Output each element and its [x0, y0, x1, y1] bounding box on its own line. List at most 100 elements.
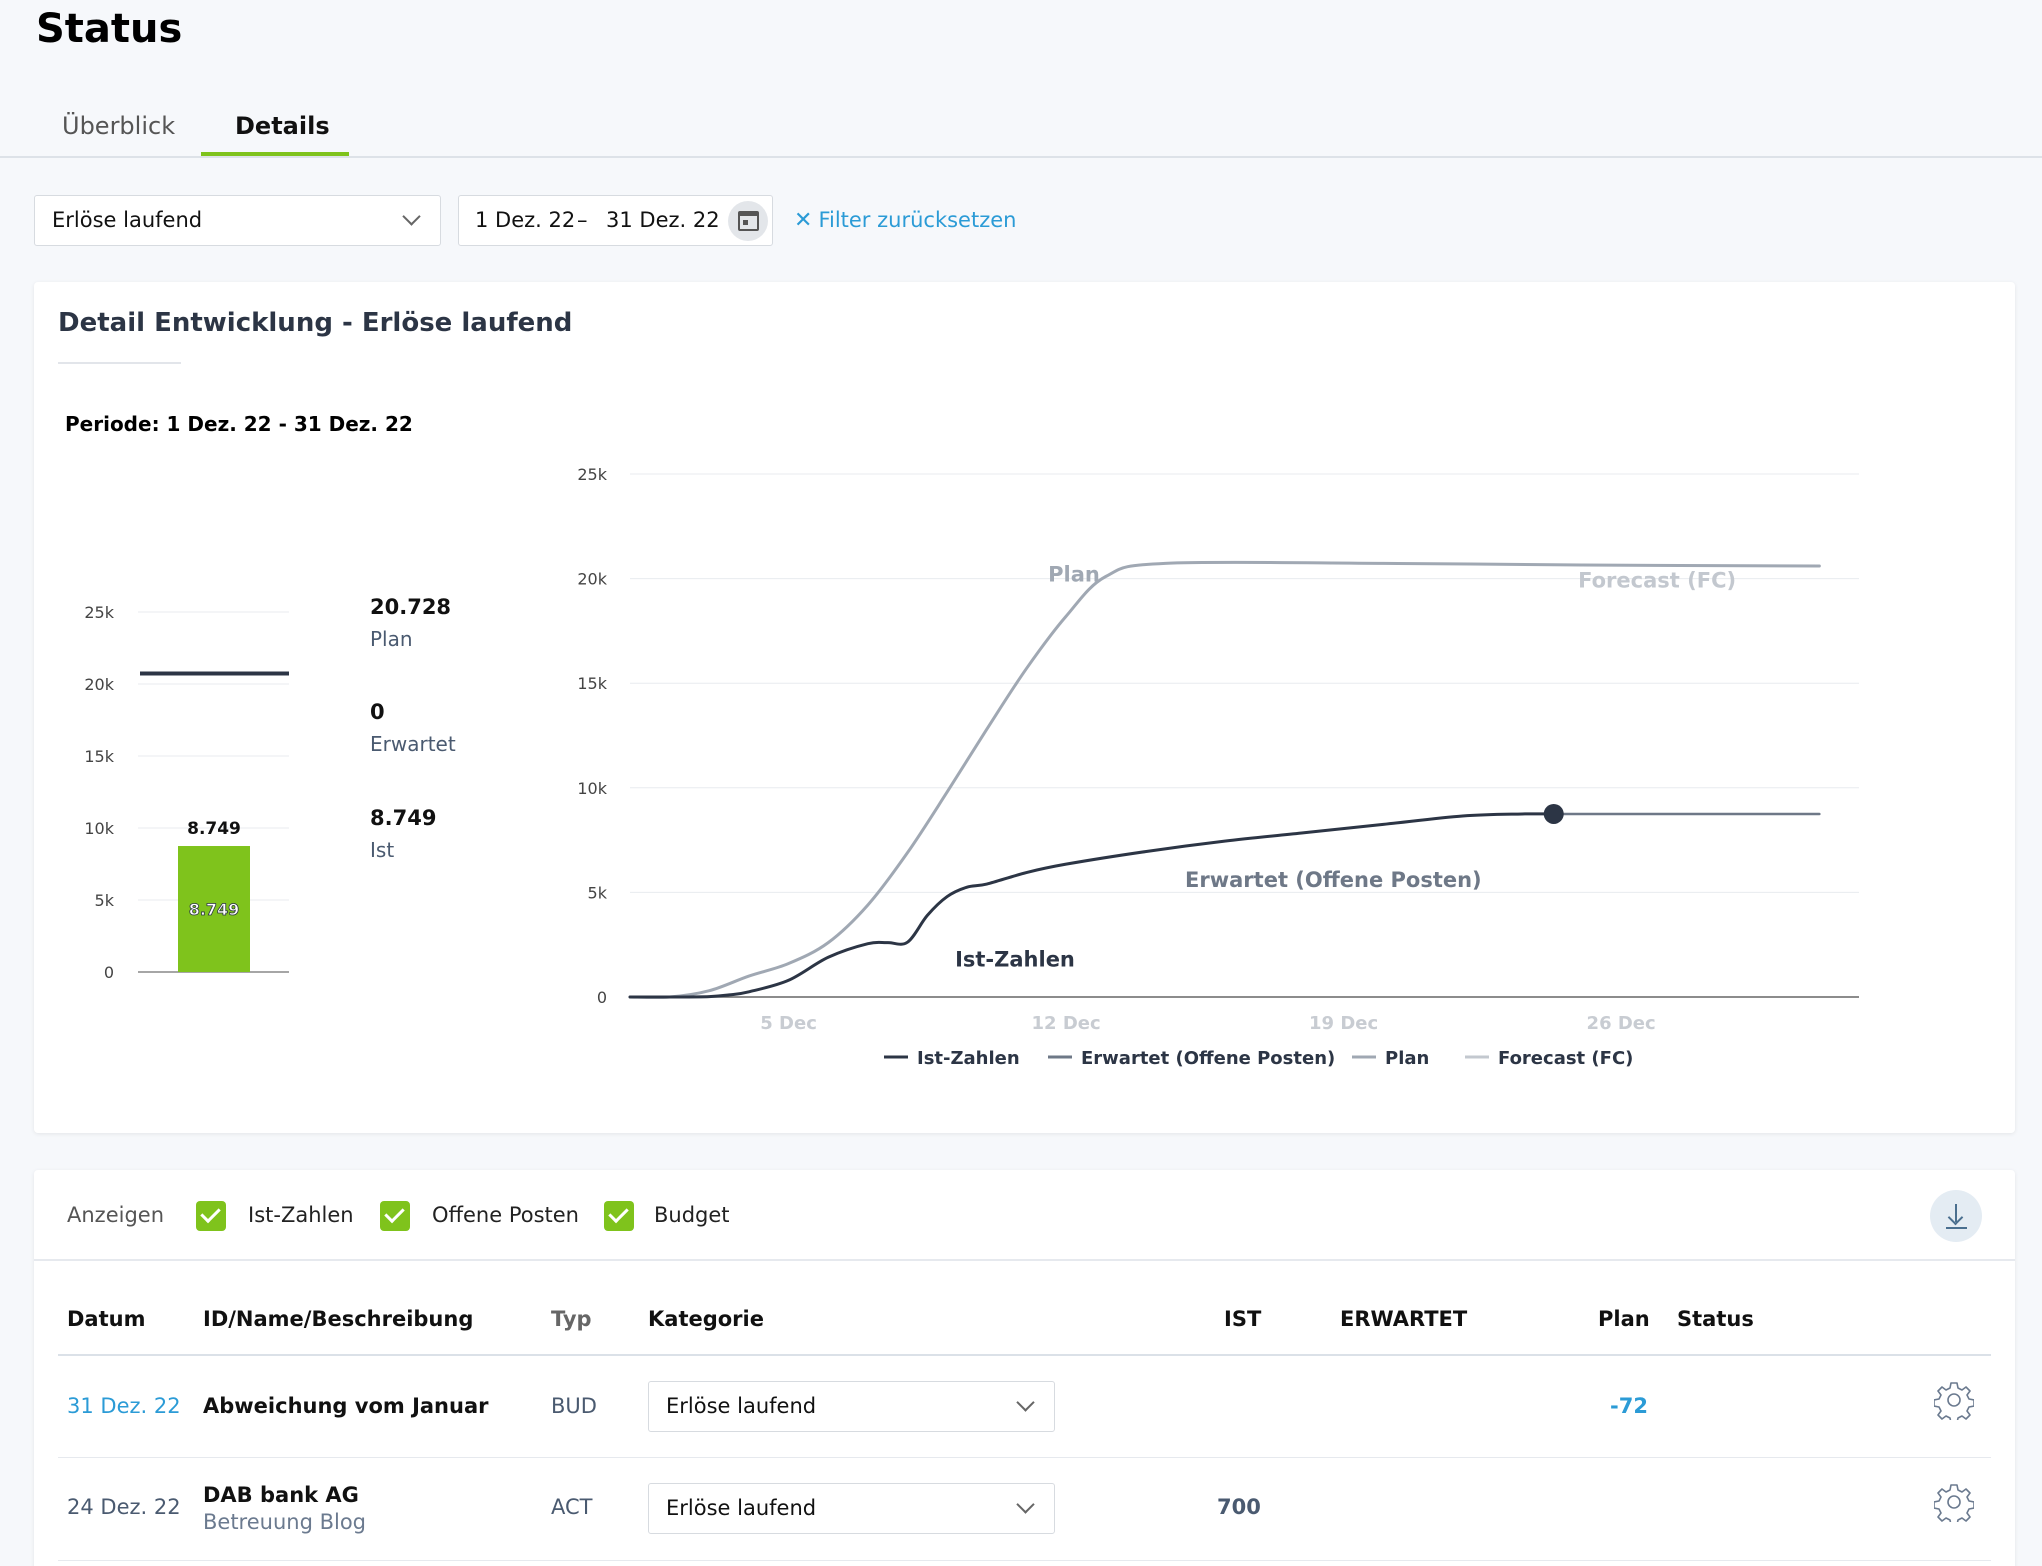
x-tick-label: 5 Dec [760, 1013, 817, 1034]
calendar-icon [738, 211, 759, 231]
bar-ist [178, 846, 250, 972]
date-range-picker[interactable]: 1 Dez. 22 – 31 Dez. 22 [458, 195, 773, 246]
legend-label: Plan [1385, 1048, 1429, 1069]
legend-label: Erwartet (Offene Posten) [1081, 1048, 1335, 1069]
table-toolbar: Anzeigen Ist-Zahlen Offene Posten Budget [34, 1170, 2015, 1261]
current-point-marker [1543, 803, 1564, 824]
row-typ: ACT [551, 1495, 593, 1519]
summary-erwartet-value: 0 [370, 700, 385, 724]
erwartet-annotation: Erwartet (Offene Posten) [1185, 868, 1482, 892]
legend-label: Ist-Zahlen [917, 1048, 1020, 1069]
budget-label: Budget [654, 1203, 730, 1227]
row-date[interactable]: 31 Dez. 22 [67, 1394, 181, 1418]
y-tick-label: 10k [84, 819, 114, 838]
col-datum[interactable]: Datum [67, 1307, 146, 1331]
x-tick-label: 19 Dec [1309, 1013, 1378, 1034]
summary-plan-value: 20.728 [370, 595, 452, 619]
col-ist[interactable]: IST [1224, 1307, 1262, 1331]
date-to: 31 Dez. 22 [606, 208, 720, 232]
gear-icon[interactable] [1934, 1482, 1974, 1522]
row-divider [58, 1560, 1991, 1561]
row-description: Betreuung Blog [203, 1510, 367, 1534]
tab-ueberblick[interactable]: Überblick [62, 112, 176, 140]
title-divider [58, 362, 181, 364]
bar-inner-label: 8.749 [189, 900, 240, 919]
legend-label: Forecast (FC) [1498, 1048, 1633, 1069]
legend-item: Plan [1352, 1048, 1429, 1069]
reset-filter-label: Filter zurücksetzen [818, 208, 1017, 232]
y-tick-label: 15k [577, 674, 607, 693]
y-tick-label: 25k [84, 603, 114, 622]
legend-item: Forecast (FC) [1465, 1048, 1633, 1069]
col-status[interactable]: Status [1677, 1307, 1754, 1331]
plan-annotation: Plan [1048, 562, 1100, 586]
plan-series [628, 560, 1821, 999]
row-category-value: Erlöse laufend [666, 1394, 817, 1418]
header-divider [58, 1354, 1991, 1356]
row-name: DAB bank AG [203, 1483, 359, 1507]
row-typ: BUD [551, 1394, 597, 1418]
ist-zahlen-label: Ist-Zahlen [248, 1203, 354, 1227]
bar-value-label: 8.749 [187, 819, 241, 839]
reset-filter-link[interactable]: ✕ Filter zurücksetzen [794, 208, 1016, 233]
y-tick-label: 25k [577, 465, 607, 484]
y-tick-label: 20k [577, 570, 607, 589]
y-tick-label: 5k [588, 883, 608, 902]
ist-zahlen-checkbox[interactable] [196, 1201, 226, 1231]
legend-item: Ist-Zahlen [884, 1048, 1020, 1069]
ist-annotation: Ist-Zahlen [955, 947, 1075, 971]
summary-erwartet-label: Erwartet [370, 732, 456, 756]
active-tab-indicator [201, 152, 349, 156]
row-category-select[interactable]: Erlöse laufend [648, 1483, 1055, 1534]
tab-details[interactable]: Details [235, 112, 330, 140]
close-icon: ✕ [794, 208, 813, 233]
col-kategorie[interactable]: Kategorie [648, 1307, 764, 1331]
col-erwartet[interactable]: ERWARTET [1340, 1307, 1468, 1331]
show-label: Anzeigen [67, 1203, 165, 1227]
summary-ist-label: Ist [370, 838, 395, 862]
y-tick-label: 15k [84, 747, 114, 766]
summary-bar-chart: 0 5k 10k 15k 20k 25k 8.749 8.749 [84, 603, 289, 982]
offene-posten-label: Offene Posten [432, 1203, 579, 1227]
row-category-value: Erlöse laufend [666, 1496, 817, 1520]
row-name: Abweichung vom Januar [203, 1394, 489, 1418]
forecast-annotation: Forecast (FC) [1578, 569, 1736, 593]
ist-zahlen-series [628, 812, 1556, 999]
x-tick-label: 26 Dec [1587, 1013, 1656, 1034]
summary-plan-label: Plan [370, 627, 413, 651]
row-plan: -72 [1610, 1394, 1648, 1418]
col-name[interactable]: ID/Name/Beschreibung [203, 1307, 474, 1331]
row-ist: 700 [1217, 1495, 1261, 1519]
calendar-button[interactable] [728, 201, 768, 241]
card-title: Detail Entwicklung - Erlöse laufend [58, 308, 573, 338]
chevron-down-icon [1016, 1495, 1035, 1514]
tab-bar: Überblick Details [0, 98, 2042, 158]
y-tick-label: 10k [577, 779, 607, 798]
category-select-value: Erlöse laufend [52, 208, 203, 232]
row-divider [58, 1457, 1991, 1458]
col-typ[interactable]: Typ [551, 1307, 592, 1331]
y-tick-label: 0 [597, 988, 607, 1007]
col-plan[interactable]: Plan [1598, 1307, 1650, 1331]
y-tick-label: 0 [104, 963, 114, 982]
y-tick-label: 20k [84, 675, 114, 694]
y-tick-label: 5k [95, 891, 115, 910]
budget-checkbox[interactable] [604, 1201, 634, 1231]
chevron-down-icon [1016, 1393, 1035, 1412]
detail-chart-card: Detail Entwicklung - Erlöse laufend Peri… [34, 282, 2015, 1133]
category-select[interactable]: Erlöse laufend [34, 195, 441, 246]
development-line-chart: 0 5k 10k 15k 20k 25k 5 Dec 12 Dec 19 Dec 26 Dec Pl… [577, 465, 1859, 1069]
transactions-table-card: Anzeigen Ist-Zahlen Offene Posten Budget… [34, 1170, 2015, 1566]
gear-icon[interactable] [1934, 1380, 1974, 1420]
row-date[interactable]: 24 Dez. 22 [67, 1495, 181, 1519]
date-from: 1 Dez. 22 [475, 208, 576, 232]
period-label: Periode: 1 Dez. 22 - 31 Dez. 22 [65, 412, 413, 436]
x-tick-label: 12 Dec [1032, 1013, 1101, 1034]
chevron-down-icon [402, 207, 421, 226]
download-button[interactable] [1930, 1190, 1982, 1242]
row-category-select[interactable]: Erlöse laufend [648, 1381, 1055, 1432]
summary-ist-value: 8.749 [370, 806, 437, 830]
page-title: Status [36, 6, 183, 52]
offene-posten-checkbox[interactable] [380, 1201, 410, 1231]
legend-item: Erwartet (Offene Posten) [1048, 1048, 1335, 1069]
